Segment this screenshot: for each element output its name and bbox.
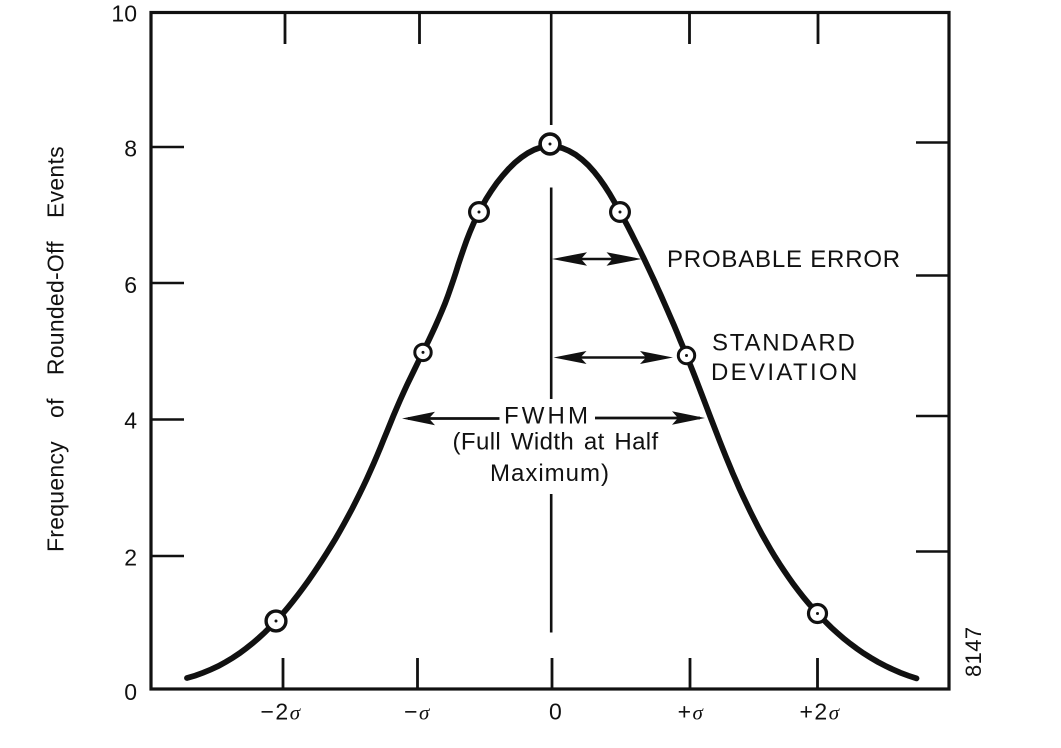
svg-text:8147: 8147 — [961, 626, 986, 677]
svg-text:FWHM: FWHM — [504, 403, 591, 430]
svg-text:PROBABLE ERROR: PROBABLE ERROR — [667, 246, 901, 273]
svg-text:Frequency of Rounded-Off Event: Frequency of Rounded-Off Events — [43, 146, 69, 552]
svg-text:−σ: −σ — [404, 699, 431, 725]
svg-text:0: 0 — [124, 679, 137, 705]
svg-text:4: 4 — [124, 408, 137, 434]
svg-text:+σ: +σ — [678, 699, 705, 725]
svg-text:+2σ: +2σ — [799, 699, 840, 725]
svg-text:Maximum): Maximum) — [490, 460, 610, 487]
svg-text:6: 6 — [124, 272, 137, 298]
svg-text:10: 10 — [111, 1, 137, 27]
svg-text:8: 8 — [124, 136, 137, 162]
svg-text:(Full Width at Half: (Full Width at Half — [453, 429, 659, 456]
svg-text:DEVIATION: DEVIATION — [711, 359, 860, 386]
svg-text:STANDARD: STANDARD — [712, 330, 857, 357]
svg-text:−2σ: −2σ — [260, 699, 301, 725]
svg-text:0: 0 — [549, 699, 562, 725]
svg-text:2: 2 — [124, 545, 137, 571]
